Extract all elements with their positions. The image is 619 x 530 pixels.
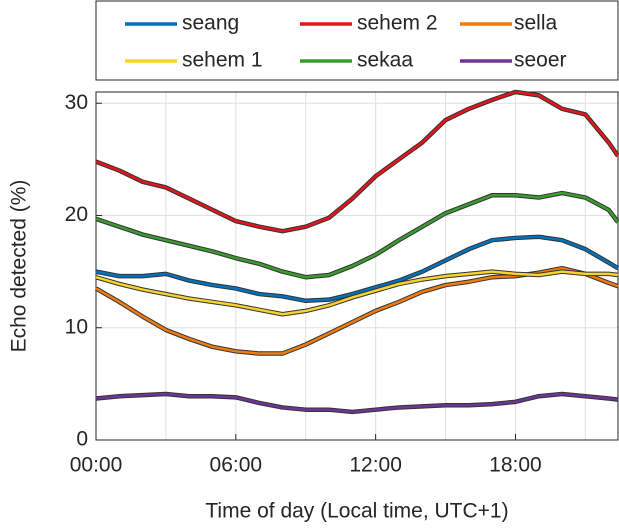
x-axis-label: Time of day (Local time, UTC+1) (205, 500, 508, 523)
x-tick-label: 18:00 (489, 454, 542, 477)
series-line (95, 392, 619, 414)
legend-label: seang (182, 12, 239, 35)
legend-box (95, 0, 619, 81)
y-tick-label: 10 (65, 315, 88, 338)
legend-label: sehem 1 (182, 49, 263, 72)
x-tick-label: 06:00 (210, 454, 263, 477)
series-line (95, 266, 619, 355)
legend-label: sehem 2 (357, 12, 438, 35)
series-line (95, 191, 619, 279)
x-tick-label: 00:00 (70, 454, 123, 477)
series-line (95, 90, 619, 233)
legend-label: seoer (514, 49, 567, 72)
legend-label: sekaa (357, 49, 413, 72)
series-line (95, 235, 619, 303)
y-tick-label: 0 (76, 428, 88, 451)
y-tick-label: 20 (65, 203, 88, 226)
legend-label: sella (514, 12, 558, 35)
x-tick-label: 12:00 (349, 454, 402, 477)
y-tick-label: 30 (65, 91, 88, 114)
y-axis-label: Echo detected (%) (8, 180, 31, 353)
series-line (95, 270, 619, 316)
